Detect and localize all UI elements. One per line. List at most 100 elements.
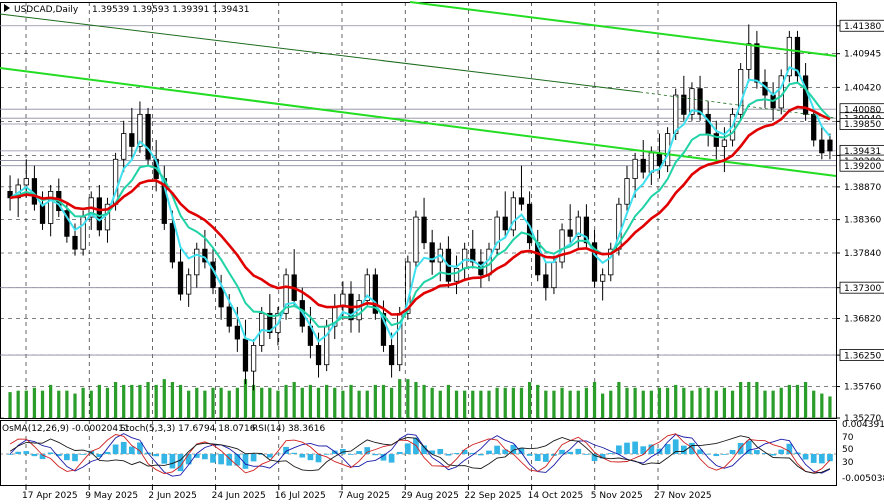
indicator-tick-label: 0.004391 xyxy=(842,420,884,430)
candle-body xyxy=(96,197,102,231)
osma-bar xyxy=(169,454,176,469)
price-label-box xyxy=(839,118,884,130)
candle-body xyxy=(218,287,224,308)
osma-bar xyxy=(648,444,655,454)
date-label: 29 Aug 2025 xyxy=(401,491,459,501)
indicator-pane xyxy=(0,433,836,477)
date-label: 16 Jul 2025 xyxy=(275,491,326,501)
date-label: 17 Apr 2025 xyxy=(22,491,78,501)
osma-bar xyxy=(218,454,224,465)
osma-bar xyxy=(591,454,598,462)
indicator-header: OsMA(12,26,9) -0.00020411 Stoch(5,3,3) 1… xyxy=(2,424,325,434)
osma-bar xyxy=(583,454,590,455)
candle-body xyxy=(380,312,387,346)
osma-bar xyxy=(453,453,460,454)
tick-label: 1.37840 xyxy=(844,249,881,259)
candle-body xyxy=(186,274,192,295)
osma-bar xyxy=(575,448,582,454)
rsi-label: RSI(14) 38.3616 xyxy=(252,424,325,434)
osma-bar xyxy=(624,442,630,454)
date-label: 7 Aug 2025 xyxy=(338,491,390,501)
tick-label: 1.38870 xyxy=(844,183,881,193)
candle-body xyxy=(786,36,792,77)
candle-body xyxy=(405,261,411,314)
osma-bar xyxy=(689,442,695,454)
price-label-box xyxy=(839,349,884,361)
osma-bar xyxy=(47,452,54,454)
stoch-signal-line xyxy=(9,433,831,475)
osma-bar xyxy=(396,451,403,454)
candle-body xyxy=(494,216,500,250)
osma-bar xyxy=(80,454,86,455)
osma-bar xyxy=(348,454,354,455)
candle-body xyxy=(738,69,744,115)
osma-bar xyxy=(193,454,200,458)
candle-body xyxy=(372,274,378,314)
candle-body xyxy=(510,197,516,231)
indicator-frame xyxy=(0,420,837,486)
osma-bar xyxy=(7,454,13,455)
candle-body xyxy=(104,203,111,231)
osma-bar xyxy=(161,454,168,464)
osma-bar xyxy=(640,446,647,454)
candle-body xyxy=(429,242,435,263)
osma-bar xyxy=(567,451,574,454)
osma-bar xyxy=(745,440,752,454)
osma-bar xyxy=(729,449,736,454)
osma-bar xyxy=(616,445,622,454)
candle-body xyxy=(648,152,654,173)
osma-bar xyxy=(526,454,533,456)
osma-bar xyxy=(96,454,103,458)
price-label-box xyxy=(839,159,884,172)
trendline-dark xyxy=(0,13,641,93)
osma-bar xyxy=(810,454,817,463)
osma-bar xyxy=(607,453,614,454)
osma-bar xyxy=(15,451,22,454)
candle-body xyxy=(551,261,557,289)
chart-header: USDCAD,Daily 1.39539 1.39593 1.39391 1.3… xyxy=(4,4,249,15)
osma-bar xyxy=(486,450,492,454)
date-label: 5 Nov 2025 xyxy=(591,491,643,501)
osma-bar xyxy=(210,454,216,463)
price-label: 1.39850 xyxy=(844,120,881,130)
candle-body xyxy=(640,158,646,173)
osma-bar xyxy=(39,454,46,460)
candle-body xyxy=(177,261,184,295)
osma-bar xyxy=(802,454,809,460)
candle-body xyxy=(194,248,200,276)
tick-label: 1.35760 xyxy=(844,383,881,393)
osma-bar xyxy=(323,453,330,455)
candle-body xyxy=(453,268,460,282)
osma-bar xyxy=(518,447,525,454)
osma-bar xyxy=(234,454,241,466)
date-axis: 17 Apr 2025 9 May 2025 2 Jun 2025 24 Jun 20… xyxy=(22,486,712,501)
osma-bar xyxy=(153,454,160,457)
trendline-lime-upper xyxy=(409,1,837,57)
trendlines xyxy=(0,1,837,177)
candle-body xyxy=(234,325,240,340)
candle-body xyxy=(250,345,257,372)
candle-body xyxy=(23,178,29,186)
stoch-main-line xyxy=(9,433,831,477)
osma-bar xyxy=(275,453,281,455)
candle-body xyxy=(388,345,395,366)
osma-bar xyxy=(786,443,793,454)
candle-body xyxy=(746,43,752,70)
osma-bar xyxy=(421,445,427,454)
osma-bar xyxy=(372,454,379,456)
candle-body xyxy=(315,345,322,366)
candle-body xyxy=(39,203,46,224)
candle-body xyxy=(600,274,606,282)
osma-bar xyxy=(461,449,468,454)
osma-bar xyxy=(226,454,233,466)
candle-body xyxy=(778,75,784,109)
ema-mid-line xyxy=(9,81,831,328)
candle-body xyxy=(567,229,573,237)
candle-body xyxy=(632,158,638,179)
candle-body xyxy=(721,139,728,147)
tick-label: 1.35270 xyxy=(844,414,881,424)
price-label: 1.41380 xyxy=(844,22,881,32)
osma-bar xyxy=(364,447,371,454)
candle-body xyxy=(413,216,419,263)
